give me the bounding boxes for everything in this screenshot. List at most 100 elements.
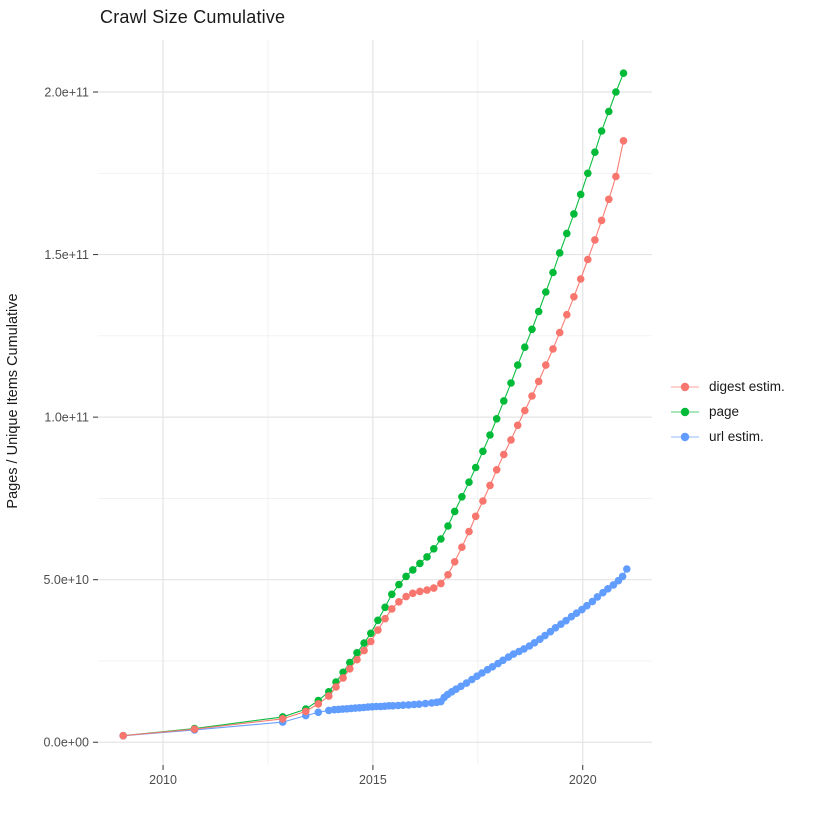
data-point-digest-estim- bbox=[492, 466, 501, 474]
data-point-digest-estim- bbox=[190, 725, 199, 733]
y-tick-label: 1.0e+11 bbox=[44, 411, 89, 425]
data-point-digest-estim- bbox=[528, 392, 536, 400]
data-point-page bbox=[591, 148, 599, 156]
y-tick-label: 1.5e+11 bbox=[44, 248, 89, 262]
data-point-page bbox=[374, 616, 382, 625]
legend-item-page[interactable]: page bbox=[670, 404, 785, 419]
data-point-page bbox=[521, 343, 529, 352]
data-point-page bbox=[500, 397, 508, 405]
data-point-page bbox=[542, 288, 550, 296]
data-point-page bbox=[339, 668, 347, 677]
data-point-digest-estim- bbox=[521, 406, 529, 415]
data-point-page bbox=[507, 379, 515, 387]
data-point-page bbox=[423, 553, 431, 561]
data-point-page bbox=[458, 493, 466, 501]
data-point-page bbox=[584, 169, 592, 178]
data-point-page bbox=[444, 522, 452, 530]
data-point-digest-estim- bbox=[360, 646, 368, 655]
legend-item-url-estim[interactable]: url estim. bbox=[670, 429, 785, 444]
data-point-url-estim- bbox=[314, 708, 323, 717]
data-point-digest-estim- bbox=[612, 172, 620, 181]
data-point-page bbox=[549, 268, 557, 277]
data-point-page bbox=[367, 629, 375, 638]
data-point-url-estim- bbox=[421, 699, 430, 708]
data-point-page bbox=[465, 478, 473, 487]
data-point-page bbox=[360, 639, 368, 647]
legend-label-page: page bbox=[709, 404, 740, 419]
data-point-digest-estim- bbox=[353, 655, 361, 664]
data-point-digest-estim- bbox=[458, 543, 466, 551]
data-point-page bbox=[576, 190, 585, 199]
data-point-digest-estim- bbox=[570, 293, 578, 301]
data-point-digest-estim- bbox=[576, 275, 585, 283]
data-point-digest-estim- bbox=[374, 626, 382, 634]
legend-key-page-icon bbox=[671, 407, 699, 416]
data-point-url-estim- bbox=[488, 663, 497, 671]
y-tick-label: 2.0e+11 bbox=[44, 86, 89, 100]
data-point-page bbox=[353, 649, 361, 657]
data-point-digest-estim- bbox=[507, 436, 515, 444]
data-point-digest-estim- bbox=[605, 195, 613, 204]
data-point-url-estim- bbox=[583, 601, 591, 610]
data-point-page bbox=[605, 107, 613, 116]
data-point-digest-estim- bbox=[332, 683, 340, 691]
legend-label-digest-estim: digest estim. bbox=[709, 379, 785, 394]
legend-item-digest-estim[interactable]: digest estim. bbox=[670, 379, 785, 394]
data-point-digest-estim- bbox=[395, 598, 403, 606]
data-point-url-estim- bbox=[604, 585, 612, 593]
data-point-page bbox=[388, 590, 396, 599]
data-point-page bbox=[563, 229, 571, 238]
data-point-url-estim- bbox=[551, 624, 560, 632]
data-point-digest-estim- bbox=[584, 255, 592, 264]
data-point-page bbox=[416, 559, 424, 568]
data-point-page bbox=[619, 69, 628, 77]
data-point-page bbox=[395, 580, 403, 589]
data-point-url-estim- bbox=[457, 682, 465, 691]
data-point-digest-estim- bbox=[486, 481, 494, 490]
data-point-url-estim- bbox=[609, 581, 618, 589]
data-point-url-estim- bbox=[541, 631, 549, 640]
data-point-digest-estim- bbox=[314, 700, 323, 708]
y-tick-label: 5.0e+10 bbox=[43, 573, 89, 587]
data-point-url-estim- bbox=[399, 701, 407, 709]
data-point-url-estim- bbox=[499, 656, 507, 665]
data-point-digest-estim- bbox=[437, 579, 445, 588]
data-point-page bbox=[486, 431, 494, 439]
data-point-page bbox=[402, 572, 410, 581]
x-tick-label: 2015 bbox=[359, 773, 387, 787]
legend-key-url-icon bbox=[671, 432, 699, 441]
data-point-digest-estim- bbox=[465, 527, 473, 536]
data-point-digest-estim- bbox=[325, 692, 333, 700]
data-point-digest-estim- bbox=[423, 586, 431, 594]
data-point-page bbox=[381, 603, 389, 612]
data-point-digest-estim- bbox=[597, 216, 606, 225]
data-point-page bbox=[492, 415, 501, 423]
legend: digest estim. page url estim. bbox=[670, 379, 785, 444]
data-point-digest-estim- bbox=[402, 592, 410, 601]
data-point-page bbox=[450, 507, 459, 516]
chart-title: Crawl Size Cumulative bbox=[100, 7, 286, 27]
data-point-page bbox=[409, 566, 417, 574]
data-point-page bbox=[555, 249, 564, 257]
data-point-page bbox=[513, 361, 522, 369]
legend-label-url-estim: url estim. bbox=[709, 429, 764, 444]
data-point-digest-estim- bbox=[619, 137, 628, 145]
x-tick-label: 2020 bbox=[569, 773, 597, 787]
data-point-url-estim- bbox=[572, 609, 581, 617]
data-point-url-estim- bbox=[588, 597, 597, 606]
data-point-page bbox=[570, 210, 578, 218]
data-point-digest-estim- bbox=[278, 715, 287, 723]
data-point-digest-estim- bbox=[416, 587, 424, 596]
data-point-digest-estim- bbox=[119, 731, 127, 740]
data-point-digest-estim- bbox=[555, 328, 564, 337]
data-point-url-estim- bbox=[462, 679, 471, 687]
data-point-digest-estim- bbox=[302, 707, 310, 716]
data-point-digest-estim- bbox=[444, 571, 452, 579]
legend-key-digest-icon bbox=[671, 382, 699, 391]
x-tick-label: 2010 bbox=[149, 773, 177, 787]
data-point-page bbox=[437, 535, 445, 543]
data-point-digest-estim- bbox=[542, 361, 550, 369]
data-point-digest-estim- bbox=[450, 558, 459, 566]
data-point-digest-estim- bbox=[409, 589, 417, 598]
